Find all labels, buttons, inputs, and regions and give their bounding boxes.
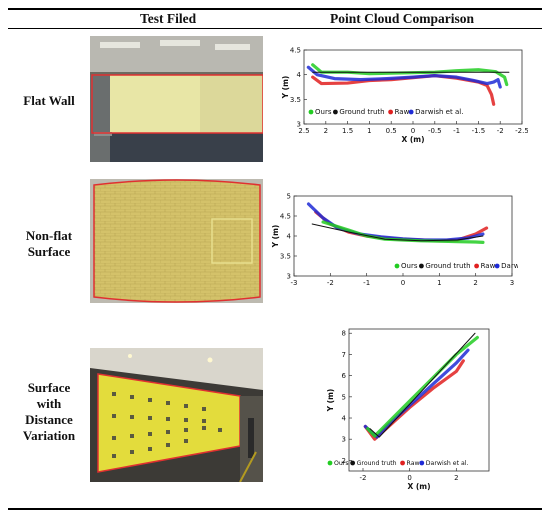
x-tick-label: 0.5 — [386, 127, 397, 135]
photo-distance-variation — [90, 348, 263, 482]
series-darwish-et-al- — [363, 348, 470, 439]
y-tick-label: 3 — [287, 273, 291, 281]
x-tick-label: -0.5 — [428, 127, 442, 135]
series-ground-truth — [311, 223, 484, 242]
y-tick-label: 3 — [297, 121, 301, 129]
x-tick-label: 2 — [324, 127, 328, 135]
row-label-flat-wall: Flat Wall — [4, 93, 94, 109]
x-tick-label: 0 — [411, 127, 415, 135]
series-ground-truth — [369, 332, 476, 438]
x-tick-label: 1 — [367, 127, 371, 135]
y-tick-label: 5 — [287, 193, 291, 201]
y-tick-label: 3.5 — [280, 253, 291, 261]
y-axis-label: Y (m) — [281, 76, 290, 100]
legend-marker — [408, 109, 414, 115]
y-tick-label: 4 — [287, 233, 292, 241]
series-darwish-et-al- — [306, 65, 502, 89]
x-tick-label: -1 — [453, 127, 460, 135]
legend-label: Raw — [481, 262, 496, 270]
table-header-rule — [8, 28, 542, 29]
row-label-line: with — [36, 396, 62, 411]
legend-label: Darwish et al. — [415, 108, 463, 116]
y-tick-label: 4 — [342, 415, 347, 423]
legend-label: Raw — [407, 460, 420, 467]
row-label-line: Variation — [22, 428, 76, 443]
legend-marker — [333, 109, 338, 115]
y-tick-label: 3.5 — [290, 96, 301, 104]
legend-label: Ours — [401, 262, 418, 270]
y-tick-label: 4.5 — [290, 47, 301, 55]
chart-distance-variation: -2 0 2 2 3 4 5 6 7 8 X (m) Y (m) Ours Ground truth Raw… — [326, 328, 490, 491]
legend-label: Ours — [315, 108, 332, 116]
y-tick-label: 5 — [342, 393, 346, 401]
row-label-line: Distance — [25, 412, 73, 427]
x-tick-label: 1.5 — [342, 127, 353, 135]
legend-marker — [350, 460, 356, 466]
chart-non-flat-surface: -3 -2 -1 0 1 2 3 3 3.5 4 4.5 5 Y (m) Ours Ground truth… — [271, 193, 518, 288]
y-tick-label: 4 — [297, 71, 302, 79]
row-label-line: Surface — [27, 380, 71, 395]
photo-non-flat-surface — [90, 179, 263, 303]
x-tick-label: -2 — [327, 279, 334, 287]
x-tick-label: -3 — [291, 279, 298, 287]
header-point-cloud-comparison: Point Cloud Comparison — [330, 11, 475, 26]
y-tick-label: 2 — [342, 457, 346, 465]
x-tick-label: 2 — [473, 279, 477, 287]
x-tick-label: 3 — [510, 279, 514, 287]
chart-flat-wall: 2.5 2 1.5 1 0.5 0 -0.5 -1 -1.5 -2 -2.5 3 3.5 4 4.5 X (m… — [281, 47, 528, 145]
x-axis-label: X (m) — [401, 135, 424, 144]
legend-label: Ground truth — [357, 460, 397, 467]
legend-marker — [394, 263, 400, 269]
row-label-line: Surface — [27, 244, 71, 259]
x-tick-label: 2 — [454, 474, 458, 482]
legend-label: Raw — [395, 108, 410, 116]
table-top-rule — [8, 8, 542, 10]
x-tick-label: -2 — [360, 474, 367, 482]
x-tick-label: 0 — [401, 279, 405, 287]
legend-label: Ground truth — [339, 108, 384, 116]
x-tick-label: 1 — [437, 279, 441, 287]
x-tick-label: -1.5 — [472, 127, 486, 135]
legend-marker — [388, 109, 393, 115]
row-label-surface-distance-variation: Surface with Distance Variation — [4, 380, 94, 444]
legend-marker — [327, 460, 333, 466]
x-tick-label: -2 — [497, 127, 504, 135]
legend-marker — [419, 263, 424, 269]
row-label-non-flat-surface: Non-flat Surface — [4, 228, 94, 260]
photo-flat-wall — [90, 36, 263, 162]
legend-label: Ours — [334, 460, 349, 467]
x-tick-label: -1 — [363, 279, 370, 287]
y-tick-label: 8 — [342, 330, 346, 338]
x-axis-label: X (m) — [407, 482, 430, 491]
photo-non-flat-surface-image — [90, 179, 263, 303]
y-tick-label: 6 — [342, 372, 347, 380]
y-tick-label: 4.5 — [280, 213, 291, 221]
x-tick-label: 2.5 — [298, 127, 309, 135]
x-tick-label: 0 — [407, 474, 411, 482]
y-axis-label: Y (m) — [271, 225, 280, 249]
legend-marker — [308, 109, 314, 115]
legend-marker — [494, 263, 500, 269]
photo-distance-variation-image — [90, 348, 263, 482]
table-bottom-rule — [8, 508, 542, 510]
x-tick-label: -2.5 — [515, 127, 528, 135]
y-axis-label: Y (m) — [326, 389, 335, 413]
legend-label: Darwish et al. — [426, 460, 469, 467]
legend-label: Ground truth — [425, 262, 470, 270]
header-test-filed: Test Filed — [140, 11, 197, 26]
legend-marker — [400, 460, 405, 466]
legend-marker — [474, 263, 479, 269]
legend-marker — [419, 460, 425, 466]
row-label-line: Flat Wall — [23, 93, 75, 108]
photo-flat-wall-image — [90, 36, 263, 162]
y-tick-label: 7 — [342, 351, 346, 359]
y-tick-label: 3 — [342, 436, 346, 444]
legend-label: Darwish et al. — [501, 262, 518, 270]
row-label-line: Non-flat — [25, 228, 73, 243]
series-ours — [366, 335, 479, 438]
